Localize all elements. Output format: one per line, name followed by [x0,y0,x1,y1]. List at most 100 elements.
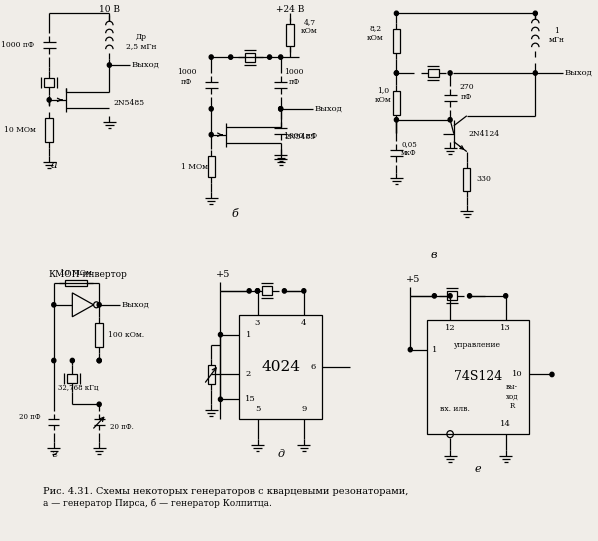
Text: 1000
пФ: 1000 пФ [177,68,196,85]
Text: 10: 10 [512,371,523,379]
Circle shape [52,302,56,307]
Text: 4,7
кОм: 4,7 кОм [301,18,318,35]
Circle shape [394,117,398,122]
Circle shape [97,402,101,406]
Circle shape [468,294,472,298]
Text: вы-
ход
R: вы- ход R [506,383,518,410]
Text: а: а [50,160,57,169]
Text: Выход: Выход [315,105,343,113]
Text: 1,0
кОм: 1,0 кОм [375,87,392,103]
Text: е: е [475,464,481,474]
Text: д: д [277,449,284,459]
Bar [96,323,103,347]
Circle shape [533,11,538,16]
Circle shape [302,289,306,293]
Text: КМОП-инвертор: КМОП-инвертор [48,270,127,280]
Circle shape [394,71,398,75]
Circle shape [209,55,213,60]
Text: Выход: Выход [565,69,593,77]
Circle shape [218,397,222,401]
Bar [44,78,54,88]
Circle shape [97,358,101,362]
Text: 0,05
мкФ: 0,05 мкФ [401,140,417,157]
Text: 1000
пФ: 1000 пФ [285,68,304,85]
Text: Рис. 4.31. Схемы некоторых генераторов с кварцевыми резонаторами,: Рис. 4.31. Схемы некоторых генераторов с… [42,487,408,496]
Circle shape [228,55,233,60]
Circle shape [267,55,271,60]
Circle shape [408,347,413,352]
Circle shape [97,358,101,362]
Bar [463,168,471,192]
Bar [67,374,77,383]
Text: в: в [430,250,437,260]
Text: управление: управление [454,341,501,348]
Text: 1: 1 [432,346,437,354]
Text: 270
пФ: 270 пФ [459,83,474,101]
Bar [427,320,529,434]
Bar [208,365,215,385]
Text: 10 МОм: 10 МОм [4,126,36,134]
Text: 13: 13 [501,324,511,332]
Text: а — генератор Пирса, б — генератор Колпитца.: а — генератор Пирса, б — генератор Колпи… [42,499,271,509]
Circle shape [448,117,452,122]
Circle shape [255,289,260,293]
Circle shape [394,11,398,16]
Bar [245,52,255,62]
Text: 15: 15 [245,395,255,404]
Bar [286,24,294,46]
Text: 12: 12 [445,324,456,332]
Text: +5: +5 [405,275,420,285]
Text: 3: 3 [255,319,260,327]
Text: 1: 1 [246,331,251,339]
Circle shape [279,107,283,111]
Circle shape [255,289,260,293]
Text: 330: 330 [476,175,491,183]
Circle shape [107,63,111,67]
Text: 2N5485: 2N5485 [285,133,316,141]
Text: +5: +5 [216,270,230,280]
Text: 2N5485: 2N5485 [113,99,144,107]
Text: 10 В: 10 В [99,5,120,14]
Text: 1000 пФ: 1000 пФ [1,41,34,49]
Text: вх. илв.: вх. илв. [440,405,469,413]
Circle shape [533,71,538,75]
Circle shape [504,294,508,298]
Text: 1000 пФ: 1000 пФ [285,131,318,140]
Circle shape [279,107,283,111]
Text: б: б [231,209,238,219]
Text: 74S124: 74S124 [454,371,502,384]
Text: +24 В: +24 В [276,5,304,14]
Bar [393,91,400,115]
Circle shape [282,289,286,293]
Bar [393,29,400,53]
Bar [239,315,322,419]
Circle shape [247,289,251,293]
Text: 20 пФ: 20 пФ [19,413,41,421]
Text: 4024: 4024 [261,360,300,374]
Text: 1
мГн: 1 мГн [548,27,565,44]
Text: 32,768 кГц: 32,768 кГц [57,385,98,392]
Circle shape [209,107,213,111]
Text: г: г [51,449,57,459]
Circle shape [432,294,437,298]
Text: 2N4124: 2N4124 [469,130,500,138]
Circle shape [47,98,51,102]
Text: 100 кОм.: 100 кОм. [108,331,145,339]
Text: 2: 2 [246,371,251,379]
Circle shape [97,302,101,307]
Text: 8,2
кОм: 8,2 кОм [367,25,383,42]
Circle shape [448,294,452,298]
Circle shape [209,133,213,137]
Bar [262,286,272,295]
Bar [208,156,215,177]
Circle shape [550,372,554,377]
Text: 4: 4 [301,319,307,327]
Circle shape [394,71,398,75]
Bar [428,69,438,77]
Text: 6: 6 [310,362,316,371]
Bar [447,292,457,300]
Text: Др
2,5 мГн: Др 2,5 мГн [126,32,157,50]
Circle shape [52,358,56,362]
Text: Выход: Выход [121,301,149,309]
Text: Выход: Выход [132,61,159,69]
